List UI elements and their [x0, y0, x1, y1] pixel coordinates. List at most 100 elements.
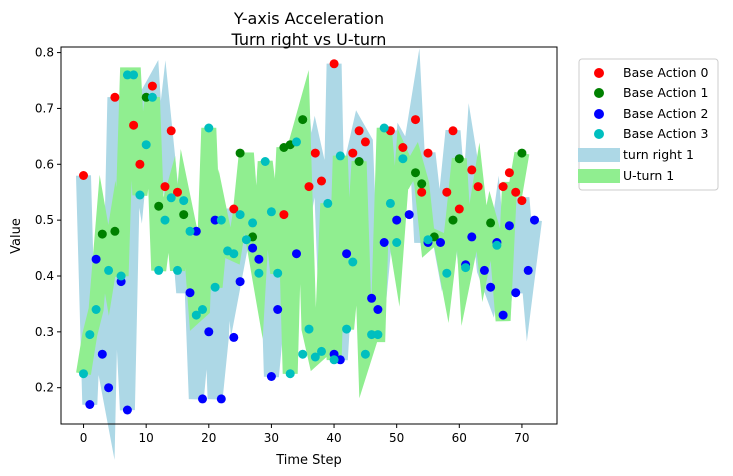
point-action-3: [204, 123, 214, 133]
point-action-1: [141, 92, 151, 102]
point-action-0: [348, 148, 358, 158]
point-action-0: [304, 182, 314, 192]
x-tick-label: 50: [389, 431, 404, 445]
point-action-3: [248, 218, 258, 228]
point-action-0: [423, 148, 433, 158]
x-tick-label: 20: [201, 431, 216, 445]
point-action-3: [379, 123, 389, 133]
point-action-2: [373, 305, 383, 314]
point-action-2: [191, 226, 201, 236]
point-action-2: [486, 282, 496, 292]
point-action-0: [417, 187, 427, 197]
x-tick-label: 30: [264, 431, 279, 445]
point-action-2: [523, 265, 533, 275]
point-action-3: [323, 198, 333, 208]
point-action-3: [335, 151, 345, 161]
y-tick-label: 0.6: [35, 157, 54, 171]
point-action-3: [317, 346, 326, 356]
y-tick-label: 0.4: [35, 269, 54, 283]
point-action-1: [154, 201, 164, 211]
point-action-3: [160, 215, 170, 225]
legend-label: turn right 1: [623, 147, 694, 162]
point-action-3: [423, 235, 433, 245]
point-action-3: [373, 330, 383, 340]
y-tick-label: 0.2: [35, 381, 54, 395]
legend-label: Base Action 1: [623, 85, 709, 100]
point-action-1: [448, 215, 458, 225]
point-action-1: [97, 229, 107, 239]
point-action-0: [160, 182, 170, 192]
point-action-0: [473, 182, 483, 192]
point-action-3: [154, 265, 164, 275]
legend-label: Base Action 3: [623, 126, 709, 141]
y-tick-label: 0.8: [35, 46, 54, 60]
point-action-0: [79, 171, 88, 180]
point-action-0: [229, 204, 239, 214]
legend-swatch-line-2: [578, 169, 620, 183]
point-action-2: [266, 372, 276, 381]
point-action-0: [147, 81, 157, 91]
point-action-2: [254, 254, 264, 264]
point-action-0: [467, 165, 477, 175]
point-action-2: [85, 400, 95, 409]
legend-marker-action-0: [594, 68, 604, 78]
point-action-3: [229, 249, 239, 259]
point-action-2: [104, 383, 114, 393]
point-action-0: [411, 115, 420, 125]
legend-marker-action-1: [594, 88, 604, 98]
point-action-3: [266, 207, 276, 217]
legend-label: Base Action 0: [623, 65, 709, 80]
point-action-3: [166, 193, 176, 203]
point-action-2: [436, 238, 445, 247]
point-action-1: [454, 154, 464, 164]
point-action-3: [342, 324, 352, 334]
point-action-2: [467, 232, 477, 242]
legend-swatch-line-1: [578, 148, 620, 162]
point-action-0: [129, 120, 139, 130]
point-action-2: [404, 210, 414, 220]
point-action-3: [461, 263, 471, 273]
point-action-2: [91, 254, 101, 264]
legend-marker-action-3: [594, 129, 604, 139]
point-action-2: [229, 332, 239, 342]
point-action-0: [398, 143, 408, 152]
point-action-0: [360, 137, 370, 147]
point-action-1: [179, 210, 189, 220]
legend-marker-action-2: [594, 109, 604, 119]
point-action-2: [185, 288, 195, 298]
point-action-2: [248, 243, 258, 253]
point-action-2: [504, 221, 514, 231]
point-action-2: [367, 293, 377, 303]
point-action-2: [511, 288, 521, 298]
point-action-2: [530, 215, 539, 225]
legend: Base Action 0 Base Action 1 Base Action 2 B…: [578, 58, 719, 191]
y-tick-label: 0.3: [35, 325, 54, 339]
point-action-1: [354, 157, 364, 166]
point-action-0: [504, 168, 514, 178]
point-action-2: [204, 327, 214, 337]
point-action-3: [254, 268, 264, 278]
point-action-3: [492, 240, 502, 250]
point-action-1: [110, 226, 120, 236]
point-action-1: [411, 168, 420, 178]
point-action-3: [235, 210, 245, 220]
point-action-3: [442, 268, 452, 278]
point-action-0: [498, 182, 508, 192]
point-action-3: [260, 157, 270, 166]
point-action-3: [116, 271, 126, 281]
point-action-0: [442, 187, 452, 197]
plot-area-frame: [60, 46, 558, 425]
x-axis-label: Time Step: [275, 453, 342, 468]
point-action-0: [354, 126, 364, 136]
chart-subtitle: Turn right vs U-turn: [231, 30, 387, 49]
point-action-2: [292, 249, 301, 259]
point-action-3: [179, 196, 189, 206]
point-action-2: [210, 215, 220, 225]
point-action-3: [147, 92, 157, 102]
point-action-0: [517, 196, 527, 206]
point-action-3: [185, 226, 195, 236]
point-action-3: [304, 324, 314, 334]
point-action-2: [392, 215, 402, 225]
point-action-3: [360, 349, 370, 359]
